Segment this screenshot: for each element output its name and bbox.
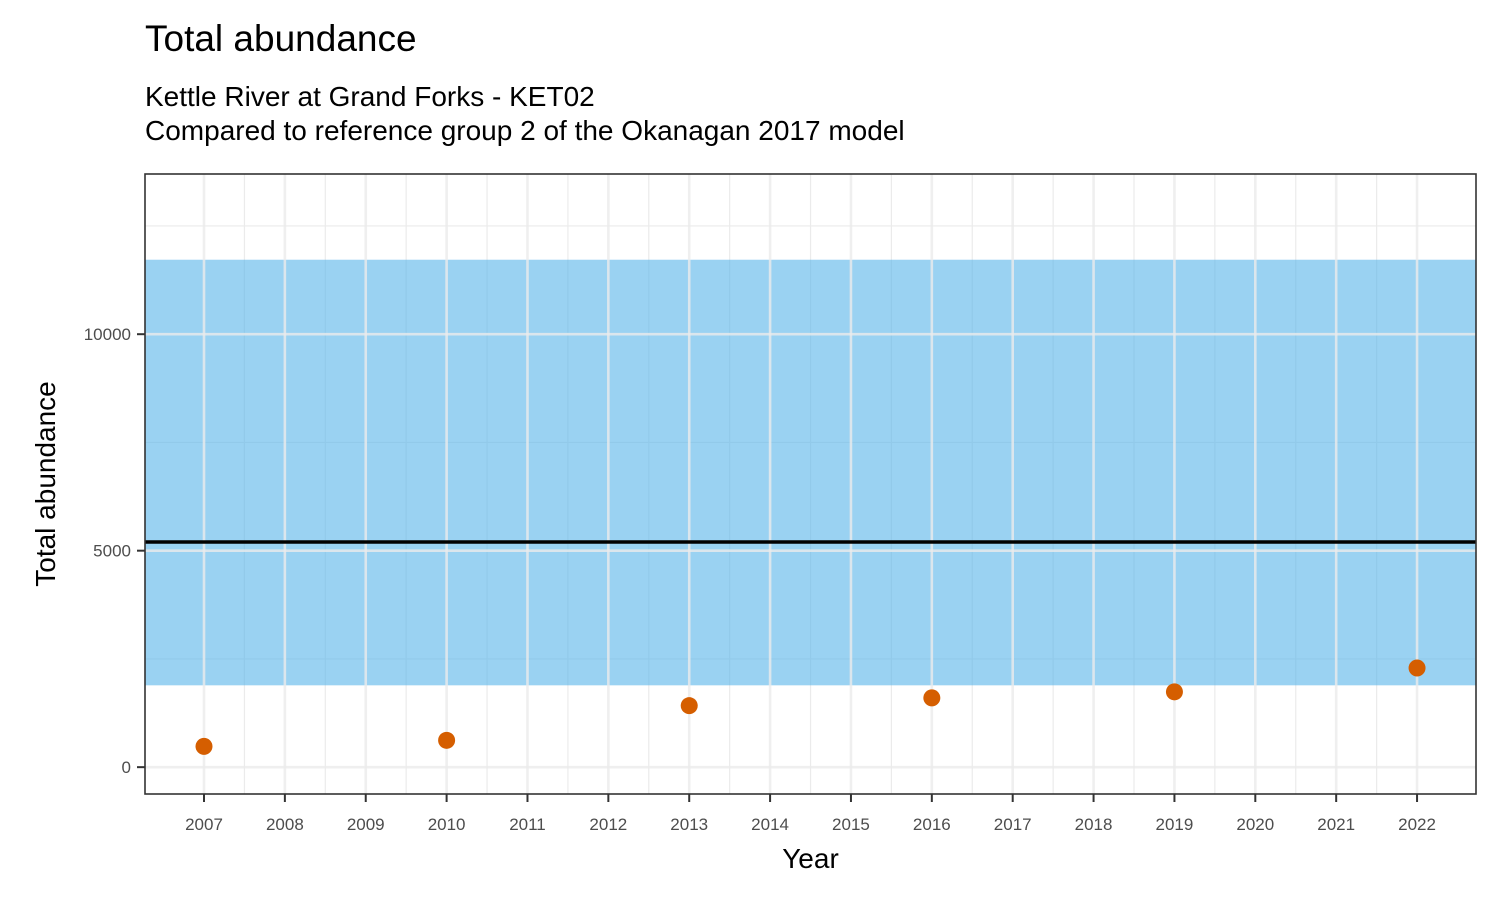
- x-tick-label: 2017: [994, 815, 1032, 834]
- x-tick-label: 2020: [1236, 815, 1274, 834]
- y-tick-label: 5000: [93, 542, 131, 561]
- x-tick-label: 2022: [1398, 815, 1436, 834]
- y-tick-label: 0: [122, 758, 131, 777]
- data-point: [438, 731, 456, 749]
- data-points: [195, 659, 1426, 755]
- x-tick-label: 2009: [347, 815, 385, 834]
- x-tick-label: 2016: [913, 815, 951, 834]
- subtitle-line-reference: Compared to reference group 2 of the Oka…: [145, 115, 905, 146]
- y-axis-title: Total abundance: [30, 381, 61, 587]
- x-tick-label: 2021: [1317, 815, 1355, 834]
- y-tick-label: 10000: [84, 325, 131, 344]
- grid-major: [145, 174, 1476, 794]
- x-tick-label: 2013: [670, 815, 708, 834]
- y-axis: 0 5000 10000: [84, 325, 145, 777]
- subtitle-line-site: Kettle River at Grand Forks - KET02: [145, 81, 595, 112]
- x-axis: 2007 2008 2009 2010 2011 2012 2013 2014 2015 2016…: [185, 794, 1436, 834]
- x-tick-label: 2014: [751, 815, 789, 834]
- data-point: [195, 737, 213, 755]
- data-point: [1165, 683, 1183, 701]
- data-point: [680, 697, 698, 715]
- x-axis-title: Year: [782, 843, 839, 874]
- x-tick-label: 2019: [1156, 815, 1194, 834]
- chart-title: Total abundance: [145, 18, 417, 59]
- panel-border: [144, 173, 1477, 795]
- x-tick-label: 2011: [509, 815, 546, 834]
- x-tick-label: 2007: [185, 815, 223, 834]
- data-point: [1408, 659, 1426, 677]
- x-tick-label: 2015: [832, 815, 870, 834]
- data-point: [923, 689, 941, 707]
- x-tick-label: 2012: [589, 815, 627, 834]
- x-tick-label: 2018: [1075, 815, 1113, 834]
- reference-range-band: [145, 259, 1476, 686]
- x-tick-label: 2010: [428, 815, 466, 834]
- reference-band-layer: [145, 259, 1476, 686]
- x-tick-label: 2008: [266, 815, 304, 834]
- chart-subtitle: Kettle River at Grand Forks - KET02 Comp…: [145, 80, 905, 148]
